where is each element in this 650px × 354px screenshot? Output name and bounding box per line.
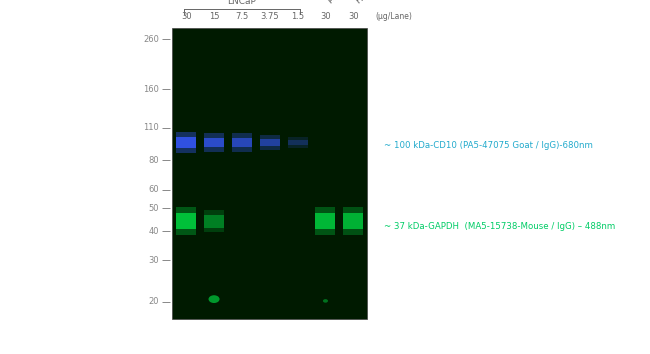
Bar [176, 213, 196, 229]
Bar [287, 145, 307, 148]
Bar [232, 138, 252, 147]
Text: ~ 100 kDa-CD10 (PA5-47075 Goat / IgG)-680nm: ~ 100 kDa-CD10 (PA5-47075 Goat / IgG)-68… [384, 141, 592, 150]
Text: 30: 30 [181, 12, 192, 21]
Bar [204, 138, 224, 147]
Text: HeLa: HeLa [354, 0, 376, 6]
Bar [315, 229, 335, 235]
Bar [204, 210, 224, 215]
Text: 1.5: 1.5 [291, 12, 304, 21]
Text: 30: 30 [320, 12, 331, 21]
Bar [176, 132, 196, 137]
Bar [232, 147, 252, 152]
Text: LNCaP: LNCaP [227, 0, 256, 6]
Text: 7.5: 7.5 [235, 12, 248, 21]
Text: 60: 60 [149, 185, 159, 194]
Text: 15: 15 [209, 12, 219, 21]
Text: 30: 30 [348, 12, 359, 21]
Bar [343, 213, 363, 229]
Text: PC-3: PC-3 [326, 0, 347, 6]
Text: 50: 50 [149, 204, 159, 213]
Bar [315, 213, 335, 229]
Bar [176, 229, 196, 235]
Text: 3.75: 3.75 [261, 12, 279, 21]
Bar [176, 207, 196, 213]
Ellipse shape [209, 295, 220, 303]
Text: (μg/Lane): (μg/Lane) [375, 12, 412, 21]
Text: 110: 110 [144, 123, 159, 132]
Bar [343, 207, 363, 213]
Bar [260, 139, 280, 147]
Bar [204, 147, 224, 152]
Ellipse shape [323, 299, 328, 303]
Bar [204, 215, 224, 228]
Text: 30: 30 [149, 256, 159, 265]
Bar [204, 228, 224, 233]
Text: 80: 80 [149, 156, 159, 165]
Bar [260, 135, 280, 139]
Text: 160: 160 [144, 85, 159, 94]
Bar [176, 137, 196, 148]
Text: ~ 37 kDa-GAPDH  (MA5-15738-Mouse / IgG) – 488nm: ~ 37 kDa-GAPDH (MA5-15738-Mouse / IgG) –… [384, 222, 615, 230]
Bar [176, 148, 196, 153]
Bar [172, 28, 367, 319]
Bar [260, 147, 280, 150]
Bar [204, 133, 224, 138]
Bar [232, 133, 252, 138]
Bar [315, 207, 335, 213]
Bar [287, 140, 307, 145]
Text: 20: 20 [149, 297, 159, 307]
Bar [287, 137, 307, 140]
Text: 260: 260 [144, 35, 159, 44]
Bar [343, 229, 363, 235]
Text: 40: 40 [149, 227, 159, 235]
